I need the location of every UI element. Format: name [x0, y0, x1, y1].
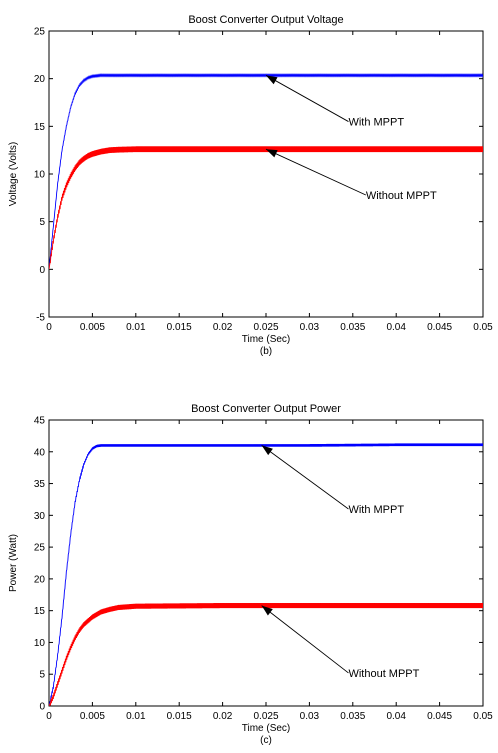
- y-tick-label: -5: [36, 313, 45, 324]
- y-tick-label: 45: [34, 416, 46, 427]
- chart-0: Boost Converter Output Voltage 0 0.005 0.01…: [8, 14, 493, 357]
- annotation-arrowhead: [261, 605, 273, 616]
- chart-1: Boost Converter Output Power 0 0.005 0.01 0.…: [8, 403, 493, 746]
- chart-title: Boost Converter Output Power: [191, 403, 341, 415]
- y-tick-label: 0: [39, 265, 45, 276]
- x-axis-label: Time (Sec): [242, 723, 291, 734]
- x-tick-label: 0.01: [126, 322, 146, 333]
- x-tick-label: 0.005: [80, 711, 105, 722]
- y-tick-label: 40: [34, 447, 46, 458]
- annotation-arrow-line: [265, 74, 349, 122]
- x-tick-label: 0.03: [300, 322, 320, 333]
- y-tick-label: 25: [34, 27, 46, 38]
- x-tick-label: 0.05: [473, 322, 493, 333]
- x-tick-label: 0: [46, 711, 52, 722]
- x-tick-label: 0.035: [340, 711, 365, 722]
- annotation-label: With MPPT: [348, 117, 404, 129]
- y-tick-label: 15: [34, 606, 46, 617]
- series-line-0: [49, 73, 483, 270]
- y-tick-label: 20: [34, 574, 46, 585]
- annotation-label: Without MPPT: [366, 190, 437, 202]
- x-tick-label: 0.035: [340, 322, 365, 333]
- plot-frame: [48, 419, 484, 707]
- y-tick-label: 20: [34, 74, 46, 85]
- x-tick-label: 0.045: [427, 711, 452, 722]
- y-tick-label: 35: [34, 479, 46, 490]
- x-tick-label: 0.005: [80, 322, 105, 333]
- x-tick-label: 0: [46, 322, 52, 333]
- x-tick-label: 0.025: [253, 322, 278, 333]
- series-line-1: [49, 146, 483, 270]
- y-axis-label: Power (Watt): [8, 534, 19, 592]
- annotation-arrow-line: [261, 445, 349, 510]
- x-tick-label: 0.01: [126, 711, 146, 722]
- x-tick-label: 0.02: [213, 322, 233, 333]
- annotation-arrow-line: [261, 605, 349, 674]
- y-tick-label: 25: [34, 543, 46, 554]
- x-tick-label: 0.04: [386, 711, 406, 722]
- x-tick-label: 0.045: [427, 322, 452, 333]
- y-tick-label: 30: [34, 511, 46, 522]
- y-tick-label: 5: [39, 217, 45, 228]
- x-tick-label: 0.025: [253, 711, 278, 722]
- y-tick-label: 0: [39, 702, 45, 713]
- figure-caption: (c): [260, 735, 272, 746]
- annotation-label: With MPPT: [348, 504, 404, 516]
- y-axis-label: Voltage (Volts): [8, 142, 19, 206]
- annotation-arrowhead: [261, 445, 273, 456]
- y-tick-label: 10: [34, 638, 46, 649]
- y-tick-label: 15: [34, 122, 46, 133]
- chart-title: Boost Converter Output Voltage: [188, 14, 343, 26]
- x-tick-label: 0.04: [386, 322, 406, 333]
- x-tick-label: 0.03: [300, 711, 320, 722]
- x-tick-label: 0.015: [167, 322, 192, 333]
- figure-caption: (b): [260, 346, 272, 357]
- x-axis-label: Time (Sec): [242, 334, 291, 345]
- annotation-arrowhead: [266, 75, 278, 85]
- annotation-arrowhead: [266, 149, 278, 158]
- x-tick-label: 0.015: [167, 711, 192, 722]
- annotation-label: Without MPPT: [348, 668, 419, 680]
- y-tick-label: 5: [39, 670, 45, 681]
- y-tick-label: 10: [34, 170, 46, 181]
- series-line-1: [49, 602, 483, 706]
- x-tick-label: 0.02: [213, 711, 233, 722]
- x-tick-label: 0.05: [473, 711, 493, 722]
- series-line-0: [49, 443, 483, 706]
- plot-frame: [48, 30, 484, 318]
- annotation-arrow-line: [265, 148, 367, 196]
